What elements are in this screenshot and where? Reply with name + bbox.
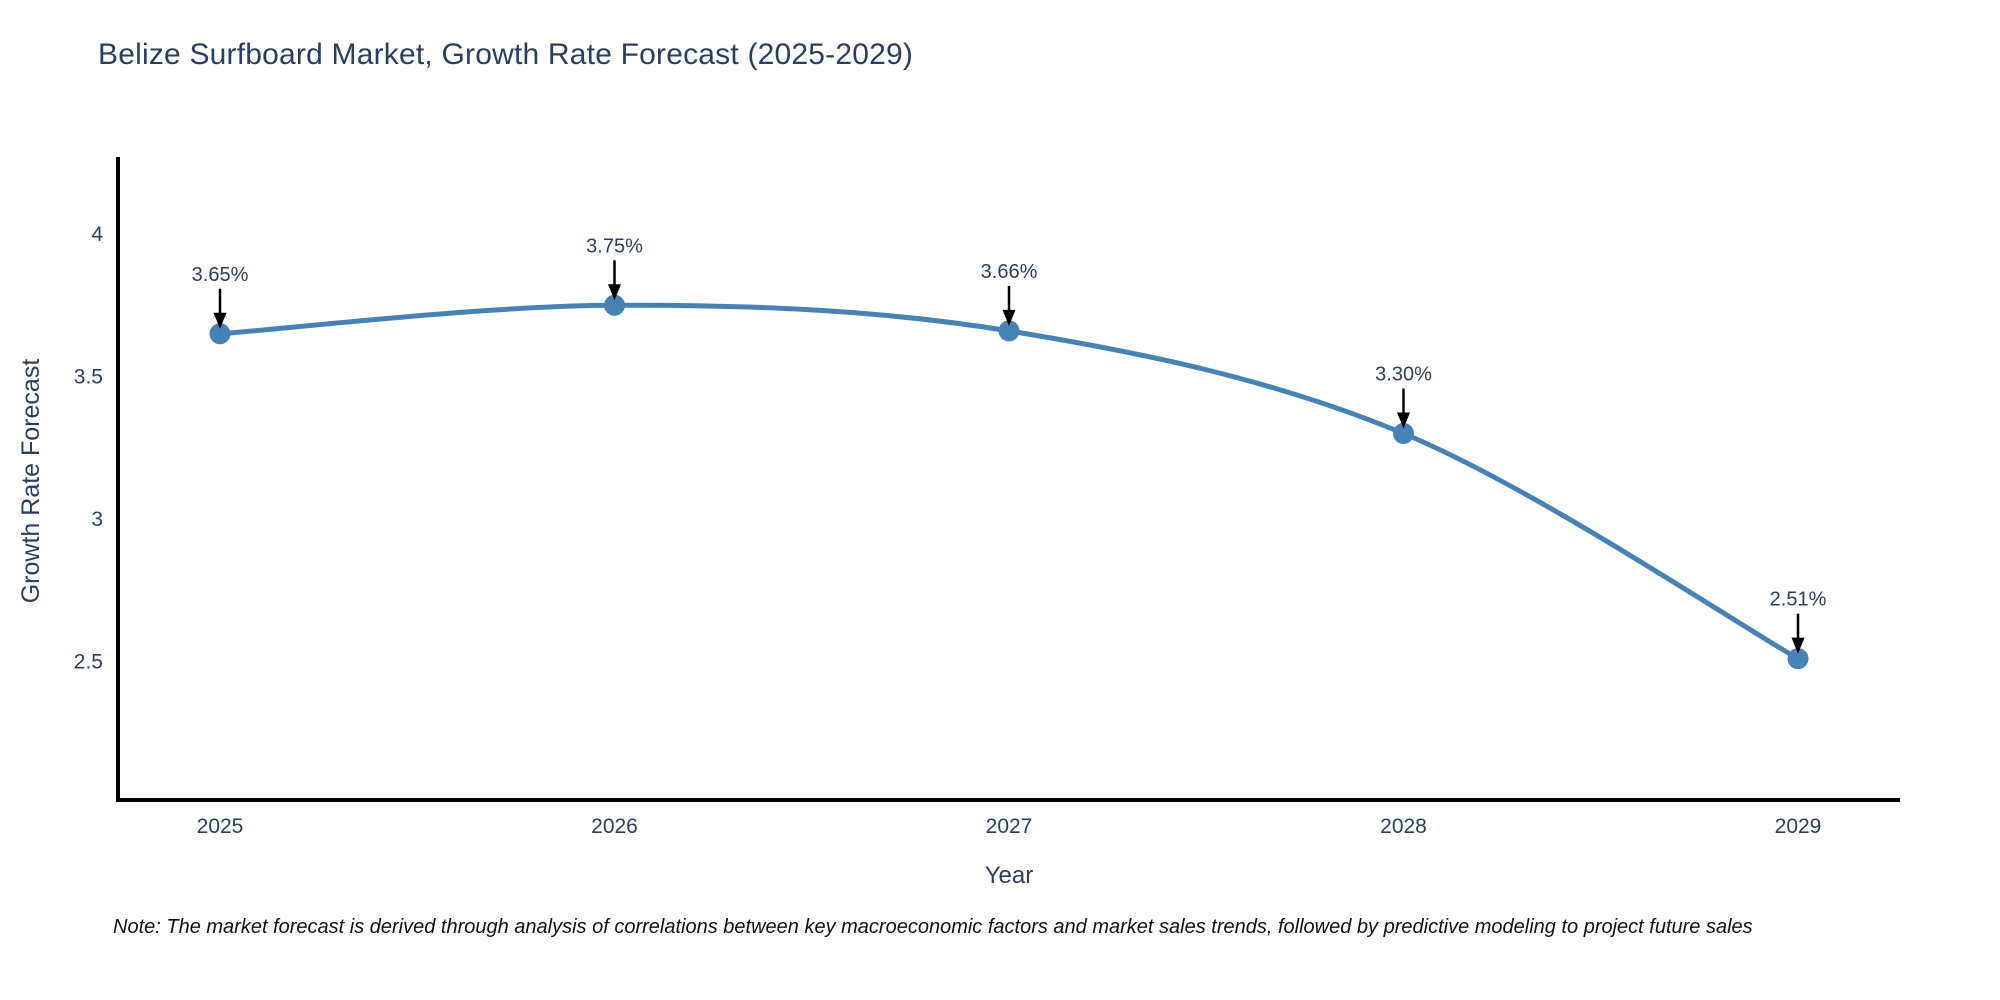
data-point-2027[interactable] [998,320,1020,342]
chart-title: Belize Surfboard Market, Growth Rate For… [98,38,914,71]
annotation-arrowhead [1791,637,1805,654]
x-tick-label: 2027 [986,815,1033,838]
data-point-2025[interactable] [209,323,231,345]
y-tick-label: 2.5 [74,651,103,674]
annotation-arrowhead [1397,412,1410,429]
annotation-label: 3.65% [192,264,249,286]
y-tick-label: 4 [91,223,103,246]
x-tick-label: 2028 [1380,815,1427,838]
x-tick-label: 2026 [591,815,638,838]
data-point-2029[interactable] [1787,648,1809,670]
x-axis-title: Year [984,862,1034,889]
trend-line [217,302,1801,662]
annotation-label: 2.51% [1770,589,1827,611]
data-point-2026[interactable] [604,294,625,316]
data-point-2028[interactable] [1393,423,1414,444]
axes-lines [116,157,1900,802]
annotation-arrowhead [213,312,227,329]
annotation-arrowhead [1002,309,1016,326]
y-tick-label: 3 [91,508,103,531]
y-axis-title: Growth Rate Forecast [17,358,45,604]
annotation-label: 3.66% [981,261,1038,283]
annotation-label: 3.30% [1375,364,1432,386]
annotation-arrowhead [608,284,621,301]
x-tick-label: 2029 [1775,815,1822,838]
annotation-label: 3.75% [586,235,643,257]
y-tick-label: 3.5 [74,366,103,389]
footnote: Note: The market forecast is derived thr… [113,916,1753,938]
x-tick-label: 2025 [197,815,244,838]
